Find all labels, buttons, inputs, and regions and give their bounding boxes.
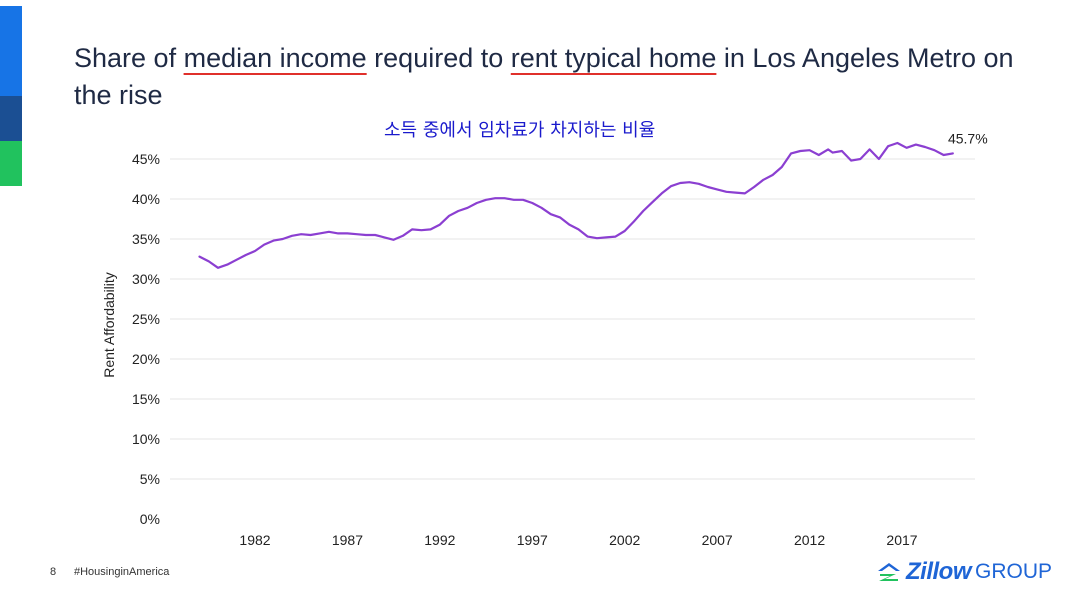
x-tick-label: 2012 bbox=[794, 532, 825, 548]
title-highlight-rent-typical-home: rent typical home bbox=[510, 43, 717, 73]
x-tick-label: 1992 bbox=[424, 532, 455, 548]
y-tick-label: 35% bbox=[132, 231, 160, 247]
zillow-group-logo: Zillow GROUP bbox=[876, 558, 1052, 586]
y-tick-label: 25% bbox=[132, 311, 160, 327]
y-tick-label: 10% bbox=[132, 431, 160, 447]
slide-title: Share of median income required to rent … bbox=[74, 40, 1034, 114]
series-line-rent-affordability bbox=[198, 141, 954, 269]
y-tick-label: 15% bbox=[132, 391, 160, 407]
x-tick-label: 2017 bbox=[886, 532, 917, 548]
y-tick-label: 5% bbox=[140, 471, 160, 487]
logo-word-group: GROUP bbox=[975, 560, 1053, 583]
x-tick-label: 2002 bbox=[609, 532, 640, 548]
last-value-annotation: 45.7% bbox=[948, 130, 988, 146]
hashtag: #HousinginAmerica bbox=[74, 566, 170, 578]
y-tick-label: 40% bbox=[132, 191, 160, 207]
y-tick-label: 20% bbox=[132, 351, 160, 367]
accent-bar-middle bbox=[0, 96, 22, 141]
x-tick-label: 1987 bbox=[332, 532, 363, 548]
accent-bar-bottom bbox=[0, 141, 22, 186]
y-axis-ticks: 0% 5% 10% 15% 20% 25% 30% 35% 40% 45% bbox=[132, 151, 160, 527]
zillow-z-icon bbox=[878, 563, 900, 581]
accent-bar-top bbox=[0, 6, 22, 96]
korean-subtitle: 소득 중에서 임차료가 차지하는 비율 bbox=[384, 120, 656, 141]
x-tick-label: 2007 bbox=[702, 532, 733, 548]
y-axis-label: Rent Affordability bbox=[101, 272, 117, 378]
y-tick-label: 0% bbox=[140, 511, 160, 527]
title-highlight-median-income: median income bbox=[183, 43, 367, 73]
title-part-2: required to bbox=[366, 43, 511, 73]
y-tick-label: 45% bbox=[132, 151, 160, 167]
title-part-1: Share of bbox=[74, 43, 184, 73]
y-tick-label: 30% bbox=[132, 271, 160, 287]
logo-word-zillow: Zillow bbox=[906, 558, 972, 585]
title-part-3: in Los Angeles Metro on the rise bbox=[74, 43, 1014, 110]
chart-gridlines bbox=[170, 158, 975, 480]
page-number: 8 bbox=[50, 566, 57, 578]
x-tick-label: 1997 bbox=[517, 532, 548, 548]
x-tick-label: 1982 bbox=[239, 532, 270, 548]
x-axis-ticks: 1982 1987 1992 1997 2002 2007 2012 2017 bbox=[239, 532, 917, 548]
